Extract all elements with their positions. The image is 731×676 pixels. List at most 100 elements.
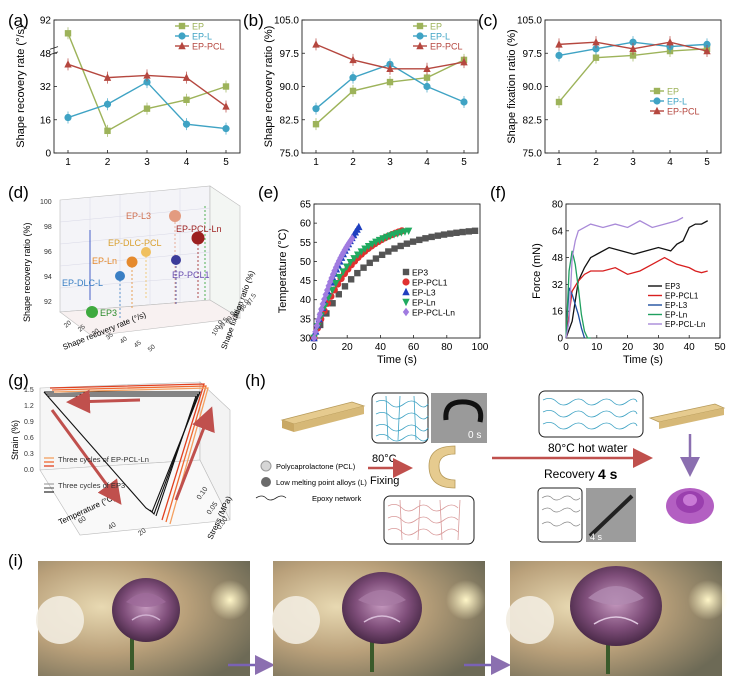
d-label-ep-ln: EP-Ln xyxy=(92,256,117,266)
panel-label-h: (h) xyxy=(245,371,266,390)
data-point-ep-pcl xyxy=(555,40,563,48)
legend-ep3: EP3 xyxy=(412,268,428,278)
h-network-box-3 xyxy=(538,390,644,438)
h-rose-icon xyxy=(666,488,714,524)
g-ytick: 0.9 xyxy=(24,419,34,426)
data-point-ep3 xyxy=(372,255,380,262)
series-line-ep-ln xyxy=(565,250,591,339)
g-ytick: 1.5 xyxy=(24,387,34,394)
legend-ep: EP xyxy=(667,87,679,97)
chart-shape-recovery-rate: 0 16 32 48 92 1 2 3 4 5 Shape recovery rate (°/s) E… xyxy=(15,16,241,168)
d-xtick: 25 xyxy=(77,323,87,333)
data-point-ep-pcl xyxy=(460,57,468,66)
x-tick-label: 5 xyxy=(461,157,467,168)
x-tick-label: 20 xyxy=(622,342,634,353)
data-point-ep-pcl xyxy=(143,71,151,79)
data-point-ep3 xyxy=(385,248,392,255)
y-tick-label: 32 xyxy=(552,280,564,291)
d-xtick: 30 xyxy=(91,327,101,337)
g-ytick: 1.2 xyxy=(24,403,34,410)
d-label-ep-dlc-pcl: EP-DLC-PCL xyxy=(108,238,162,248)
chart-shape-fixation-ratio: 75.0 82.5 90.0 97.5 105.0 1 2 3 4 5 Shape fixation… xyxy=(506,16,722,168)
legend-ep-ln: EP-Ln xyxy=(412,298,436,308)
data-point-ep-ln xyxy=(343,263,351,271)
h-network-lines-2 xyxy=(387,499,461,541)
y-tick-label: 16 xyxy=(552,307,564,318)
legend-marker xyxy=(178,41,186,50)
legend-ep-ln: EP-Ln xyxy=(665,311,687,320)
panel-label-a: (a) xyxy=(8,11,29,30)
data-point-ep-l xyxy=(182,120,191,128)
data-point-ep3 xyxy=(465,228,473,235)
x-tick-label: 40 xyxy=(375,342,387,353)
series-line-ep3 xyxy=(565,220,708,339)
panel-label-g: (g) xyxy=(8,371,29,390)
g-xtick: 60 xyxy=(77,515,87,525)
data-point-ep-l xyxy=(349,74,357,82)
h-network-box-2 xyxy=(383,495,475,545)
data-point-ep3 xyxy=(403,240,411,247)
d-side-wall xyxy=(209,185,241,319)
photo-rose-3 xyxy=(506,561,728,676)
g-ytick: 0.6 xyxy=(24,435,34,442)
rose-photo-sequence xyxy=(36,561,728,676)
x-tick-label: 50 xyxy=(714,342,726,353)
d-point-ep-l3 xyxy=(169,210,181,222)
data-point-ep-ln xyxy=(368,240,376,249)
data-point-ep3 xyxy=(434,232,442,239)
panel-label-e: (e) xyxy=(258,183,279,202)
d-label-ep-l3: EP-L3 xyxy=(126,211,151,221)
x-tick-label: 80 xyxy=(441,342,453,353)
d-zlabel: Shape recovery ratio (%) xyxy=(22,222,32,322)
data-point-ep-ln xyxy=(350,255,358,263)
data-point-ep-pcl xyxy=(703,46,711,55)
plot-frame xyxy=(565,203,721,339)
legend-marker xyxy=(402,268,410,276)
h-photo-time-0: 0 s xyxy=(468,430,481,441)
h-step2-label: Recovery xyxy=(544,467,595,481)
x-tick-label: 3 xyxy=(630,157,636,168)
data-point-ep xyxy=(222,83,230,90)
x-tick-label: 2 xyxy=(350,157,356,168)
y-tick-label: 75.0 xyxy=(280,149,300,160)
g-legend-ep3-text: Three cycles of EP3 xyxy=(58,481,125,490)
data-point-ep-ln xyxy=(364,242,373,251)
h-photo-time-4: 4 s xyxy=(590,532,603,542)
d-droplines xyxy=(89,206,206,318)
legend-marker xyxy=(178,22,186,30)
g-xtick: 20 xyxy=(137,527,147,537)
data-point-ep xyxy=(386,78,394,86)
data-point-ep-ln xyxy=(353,251,362,259)
h-bar-initial-front xyxy=(282,420,294,432)
data-point-ep-ln xyxy=(346,259,355,267)
g-legend-ep-pcl-ln: Three cycles of EP-PCL-Ln xyxy=(58,455,149,464)
axis-break xyxy=(49,51,59,55)
g-ylabel: Strain (%) xyxy=(10,420,20,460)
d-point-ep-pcl1 xyxy=(171,255,181,265)
data-point-ep xyxy=(423,74,431,81)
y-tick-label: 40 xyxy=(300,295,312,306)
d-label-ep-pcl-ln: EP-PCL-Ln xyxy=(176,224,222,234)
y-tick-label: 50 xyxy=(300,257,312,268)
panel-label-b: (b) xyxy=(243,11,264,30)
legend-marker xyxy=(402,307,410,317)
h-l-icon xyxy=(261,477,271,487)
y-tick-label: 64 xyxy=(552,226,564,237)
d-ztick: 96 xyxy=(44,249,52,256)
data-point-ep-l xyxy=(222,125,230,133)
g-ytick: 0.3 xyxy=(24,451,34,458)
legend-ep-l: EP-L xyxy=(192,32,212,42)
x-tick-label: 2 xyxy=(593,157,599,168)
legend-ep-l3: EP-L3 xyxy=(412,288,436,298)
legend-ep3: EP3 xyxy=(665,282,681,291)
data-point-ep xyxy=(629,52,637,59)
data-point-ep-ln xyxy=(332,279,340,288)
y-tick-label: 48 xyxy=(40,49,52,60)
data-point-ep-pcl xyxy=(349,55,357,64)
legend-ep-l: EP-L xyxy=(430,32,450,42)
y-tick-label: 65 xyxy=(300,200,312,211)
d-xtick: 20 xyxy=(63,319,73,329)
d-xtick: 35 xyxy=(105,331,115,341)
x-tick-label: 5 xyxy=(704,157,710,168)
data-point-ep3 xyxy=(459,228,466,236)
